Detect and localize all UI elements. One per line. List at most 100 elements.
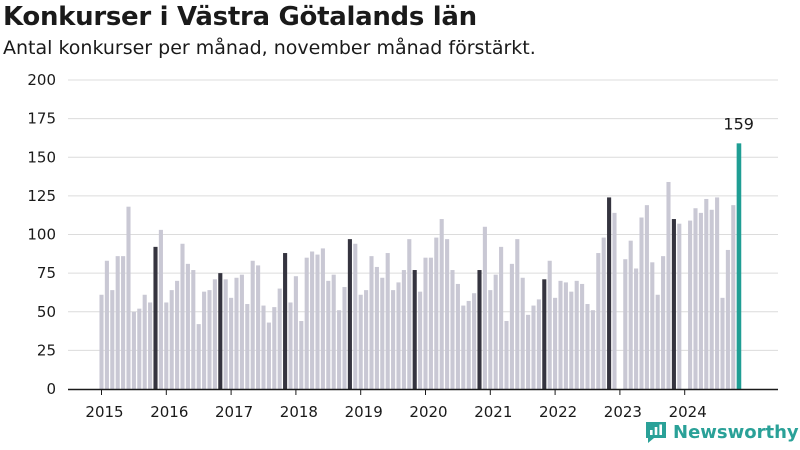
bar (504, 321, 509, 389)
bar (536, 299, 541, 389)
bar (580, 283, 585, 389)
bar (304, 257, 309, 389)
bar (131, 311, 136, 389)
bar (688, 220, 693, 389)
bar (515, 239, 520, 389)
bar (207, 290, 212, 389)
bar (531, 305, 536, 389)
bar (412, 270, 417, 389)
bar (477, 270, 482, 389)
x-tick-label: 2024 (669, 403, 707, 421)
bar (320, 248, 325, 389)
bar (569, 291, 574, 389)
bar (634, 268, 639, 389)
bar (315, 254, 320, 389)
y-tick-label: 200 (27, 71, 56, 89)
bar (153, 246, 158, 389)
bar (115, 256, 120, 389)
bar (245, 304, 250, 389)
bar (418, 291, 423, 389)
bar (310, 251, 315, 389)
bar (698, 212, 703, 389)
y-tick-label: 150 (27, 148, 56, 166)
bar (644, 205, 649, 389)
y-axis-ticks: 0 25 50 75 100 125 150 175 200 (27, 71, 56, 398)
bar (720, 297, 725, 389)
bar (585, 304, 590, 389)
bar (261, 305, 266, 389)
bar (704, 198, 709, 389)
bar (661, 256, 666, 389)
bar (185, 263, 190, 389)
bar (493, 274, 498, 389)
y-tick-label: 100 (27, 226, 56, 244)
bar (655, 294, 660, 389)
bar (526, 314, 531, 389)
bar (191, 270, 196, 389)
bar (450, 270, 455, 389)
x-tick-label: 2022 (539, 403, 577, 421)
bar (601, 237, 606, 389)
bar (331, 274, 336, 389)
bar (277, 288, 282, 389)
bar (369, 256, 374, 389)
bar (434, 237, 439, 389)
bar (472, 293, 477, 389)
x-axis-ticks: 2015 2016 2017 2018 2019 2020 2021 2022 2023 2024 (85, 389, 707, 421)
y-tick-label: 175 (27, 110, 56, 128)
bar (358, 294, 363, 389)
bar (574, 280, 579, 389)
bar (391, 290, 396, 389)
bar (639, 217, 644, 389)
bar (445, 239, 450, 389)
bar (428, 257, 433, 389)
x-tick-label: 2021 (474, 403, 512, 421)
bar (169, 290, 174, 389)
bar (666, 181, 671, 389)
bar (731, 205, 736, 389)
bar (212, 279, 217, 389)
bar (288, 302, 293, 389)
bar (563, 282, 568, 389)
bar (175, 280, 180, 389)
bar (396, 282, 401, 389)
bar (401, 270, 406, 389)
x-tick-label: 2019 (345, 403, 383, 421)
bar (126, 206, 131, 389)
bar (650, 262, 655, 389)
y-tick-label: 50 (37, 303, 56, 321)
bar (202, 291, 207, 389)
bar (272, 307, 277, 389)
bar (509, 263, 514, 389)
bar (612, 212, 617, 389)
bar (590, 310, 595, 389)
brand-name: Newsworthy (673, 421, 799, 443)
x-tick-label: 2020 (409, 403, 447, 421)
x-tick-label: 2018 (280, 403, 318, 421)
bar (488, 290, 493, 389)
bar (596, 253, 601, 389)
bars (99, 143, 742, 389)
y-tick-label: 75 (37, 264, 56, 282)
bar (196, 324, 201, 389)
bar (148, 302, 153, 389)
bar (607, 197, 612, 389)
bar (164, 302, 169, 389)
bar (455, 283, 460, 389)
bar (547, 260, 552, 389)
bar (725, 249, 730, 389)
bar (542, 279, 547, 389)
bar (353, 243, 358, 389)
bar (553, 297, 558, 389)
bar (342, 287, 347, 389)
y-tick-label: 25 (37, 341, 56, 359)
bar (223, 279, 228, 389)
bar (137, 308, 142, 389)
bar (520, 277, 525, 389)
bar (234, 277, 239, 389)
bar (693, 208, 698, 389)
bar (677, 223, 682, 389)
newsworthy-logo: Newsworthy (644, 420, 799, 444)
bar (142, 294, 147, 389)
